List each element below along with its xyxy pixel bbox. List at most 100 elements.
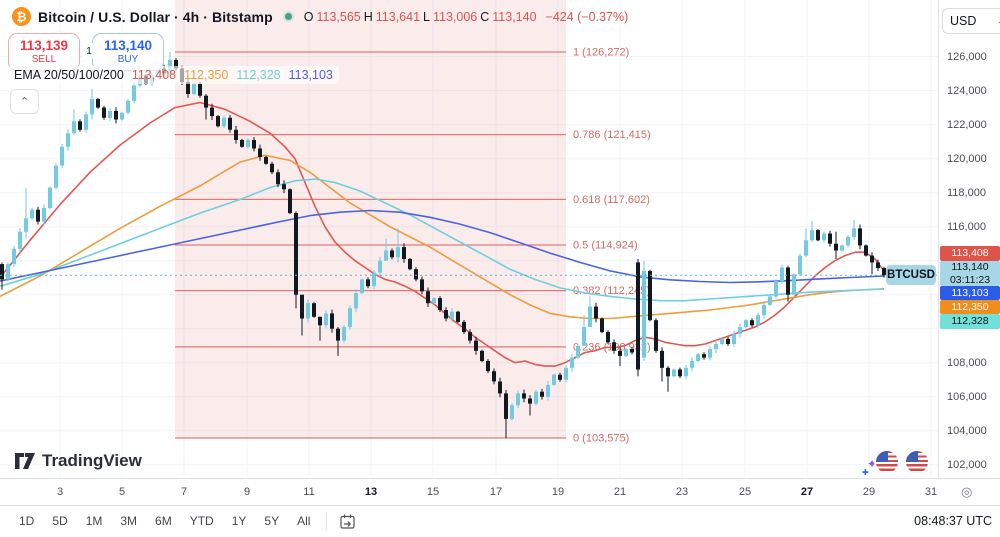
ema100-price-label: 112,328 <box>940 314 1000 329</box>
bitcoin-icon: ₿ <box>12 7 31 26</box>
time-tick-11: 11 <box>303 486 315 498</box>
open-value: 113,565 <box>316 9 361 24</box>
market-open-icon[interactable] <box>282 11 294 22</box>
us-flag-event-icon[interactable] <box>876 451 898 473</box>
open-label: O <box>303 9 314 24</box>
price-axis[interactable]: USD ⌄ 126,000 124,000 122,000 120,000 118,00… <box>938 0 1000 478</box>
spread-badge: 1 <box>82 43 96 59</box>
ema-legend-label: EMA 20/50/100/200 <box>14 68 124 82</box>
chevron-up-icon: ⌃ <box>19 96 30 108</box>
sell-button[interactable]: 113,139 SELL <box>8 33 80 71</box>
high-value: 113,641 <box>375 9 421 24</box>
fib-level-label: 1 (126,272) <box>573 47 629 59</box>
time-tick-17: 17 <box>489 486 503 498</box>
time-tick-29: 29 <box>862 486 876 498</box>
ema50-price-label: 112,350 <box>940 300 1000 314</box>
buy-label: BUY <box>117 54 139 65</box>
range-1d[interactable]: 1D <box>19 514 35 528</box>
sell-label: SELL <box>31 54 57 65</box>
tradingview-logo-text: TradingView <box>42 451 142 470</box>
fib-level-label: 0.618 (117,602) <box>573 194 650 206</box>
currency-label: USD <box>950 14 977 28</box>
price-tick: 116,000 <box>947 220 986 233</box>
close-label: C <box>480 9 490 24</box>
time-tick-21: 21 <box>613 486 627 498</box>
time-tick-19: 19 <box>551 486 565 498</box>
low-value: 113,006 <box>432 9 478 24</box>
ema-legend[interactable]: EMA 20/50/100/200 113,408 112,350 112,32… <box>8 66 339 84</box>
range-3m[interactable]: 3M <box>120 514 138 528</box>
symbol-title[interactable]: Bitcoin / U.S. Dollar · 4h · Bitstamp <box>38 8 273 25</box>
flag-canton <box>876 451 889 462</box>
bottom-toolbar: 1D 5D 1M 3M 6M YTD 1Y 5Y All 08:48:37 UTC <box>0 505 1000 536</box>
price-tick: 126,000 <box>947 50 987 63</box>
crosshair-target-icon[interactable]: ◎ <box>961 484 973 499</box>
price-tick: 118,000 <box>947 186 986 199</box>
calendar-icon <box>340 514 355 529</box>
fib-level-label: 0.5 (114,924) <box>573 240 638 252</box>
ema100-line <box>0 178 885 302</box>
low-label: L <box>423 9 430 24</box>
range-all[interactable]: All <box>297 514 311 528</box>
buy-price: 113,140 <box>103 38 153 54</box>
ema20-line <box>0 101 885 367</box>
symbol-header: ₿ Bitcoin / U.S. Dollar · 4h · Bitstamp … <box>12 7 628 26</box>
range-ytd[interactable]: YTD <box>189 514 214 528</box>
price-tick: 104,000 <box>947 424 987 437</box>
fib-level-label: 0 (103,575) <box>573 433 629 445</box>
range-5d[interactable]: 5D <box>52 514 68 528</box>
time-tick-15: 15 <box>426 486 440 498</box>
ema20-price-label: 113,408 <box>940 246 1000 261</box>
sell-price: 113,139 <box>19 38 69 54</box>
collapse-indicators-button[interactable]: ⌃ <box>10 89 39 114</box>
ema200-price-label: 113,103 <box>940 286 1000 300</box>
ema-lines <box>0 101 885 367</box>
tradingview-logo-icon <box>15 453 35 469</box>
us-flag-event-icon[interactable] <box>906 451 928 473</box>
chevron-down-icon: ⌄ <box>997 16 1000 27</box>
price-tick: 120,000 <box>947 152 987 165</box>
high-label: H <box>363 9 373 24</box>
flag-canton <box>906 451 919 462</box>
time-tick-3: 3 <box>56 486 64 498</box>
price-tick: 108,000 <box>947 356 987 369</box>
range-5y[interactable]: 5Y <box>264 514 280 528</box>
time-tick-27: 27 <box>800 486 814 498</box>
sparkle-icon: ✦ <box>867 457 878 471</box>
time-tick-13: 13 <box>364 486 378 498</box>
fib-level-label: 0.786 (121,415) <box>573 129 651 141</box>
ohlc-readout: O 113,565 H 113,641 L 113,006 C 113,140 <box>304 10 537 24</box>
tradingview-logo[interactable]: TradingView <box>14 451 142 471</box>
go-to-date-button[interactable] <box>334 509 360 533</box>
time-tick-9: 9 <box>243 486 251 498</box>
range-1y[interactable]: 1Y <box>231 514 247 528</box>
toolbar-divider <box>326 512 328 530</box>
buy-button[interactable]: 113,140 BUY <box>92 33 164 71</box>
candlestick-chart[interactable]: 1 (126,272) 0.786 (121,415) 0.618 (117,602… <box>0 0 938 478</box>
time-tick-7: 7 <box>180 486 188 498</box>
clock-utc[interactable]: 08:48:37 UTC <box>914 514 992 528</box>
time-tick-31: 31 <box>924 486 938 498</box>
ema20-value: 113,408 <box>131 68 177 82</box>
time-tick-23: 23 <box>675 486 689 498</box>
last-price-label: 113,140 03:11:23 <box>940 261 1000 286</box>
ema200-line <box>0 209 885 284</box>
price-tick: 102,000 <box>947 458 987 471</box>
range-1m[interactable]: 1M <box>85 514 103 528</box>
plus-sparkle-icon: ✚ <box>862 468 869 477</box>
ema50-value: 112,350 <box>184 68 229 82</box>
symbol-chip[interactable]: BTCUSD <box>886 265 936 285</box>
chart-pane[interactable]: 1 (126,272) 0.786 (121,415) 0.618 (117,602… <box>0 0 938 478</box>
close-value: 113,140 <box>492 9 537 24</box>
grid-lines <box>0 0 938 478</box>
range-switcher: 1D 5D 1M 3M 6M YTD 1Y 5Y All <box>10 509 319 533</box>
currency-dropdown[interactable]: USD ⌄ <box>942 8 1000 34</box>
time-axis[interactable]: ◎ 3 5 7 9 11 13 15 17 19 21 23 25 27 29 31 <box>0 478 1000 506</box>
time-tick-5: 5 <box>118 486 126 498</box>
ema50-line <box>0 154 885 320</box>
ema100-value: 112,328 <box>236 68 281 82</box>
time-tick-25: 25 <box>738 486 752 498</box>
price-tick: 106,000 <box>947 390 987 403</box>
range-6m[interactable]: 6M <box>155 514 172 528</box>
